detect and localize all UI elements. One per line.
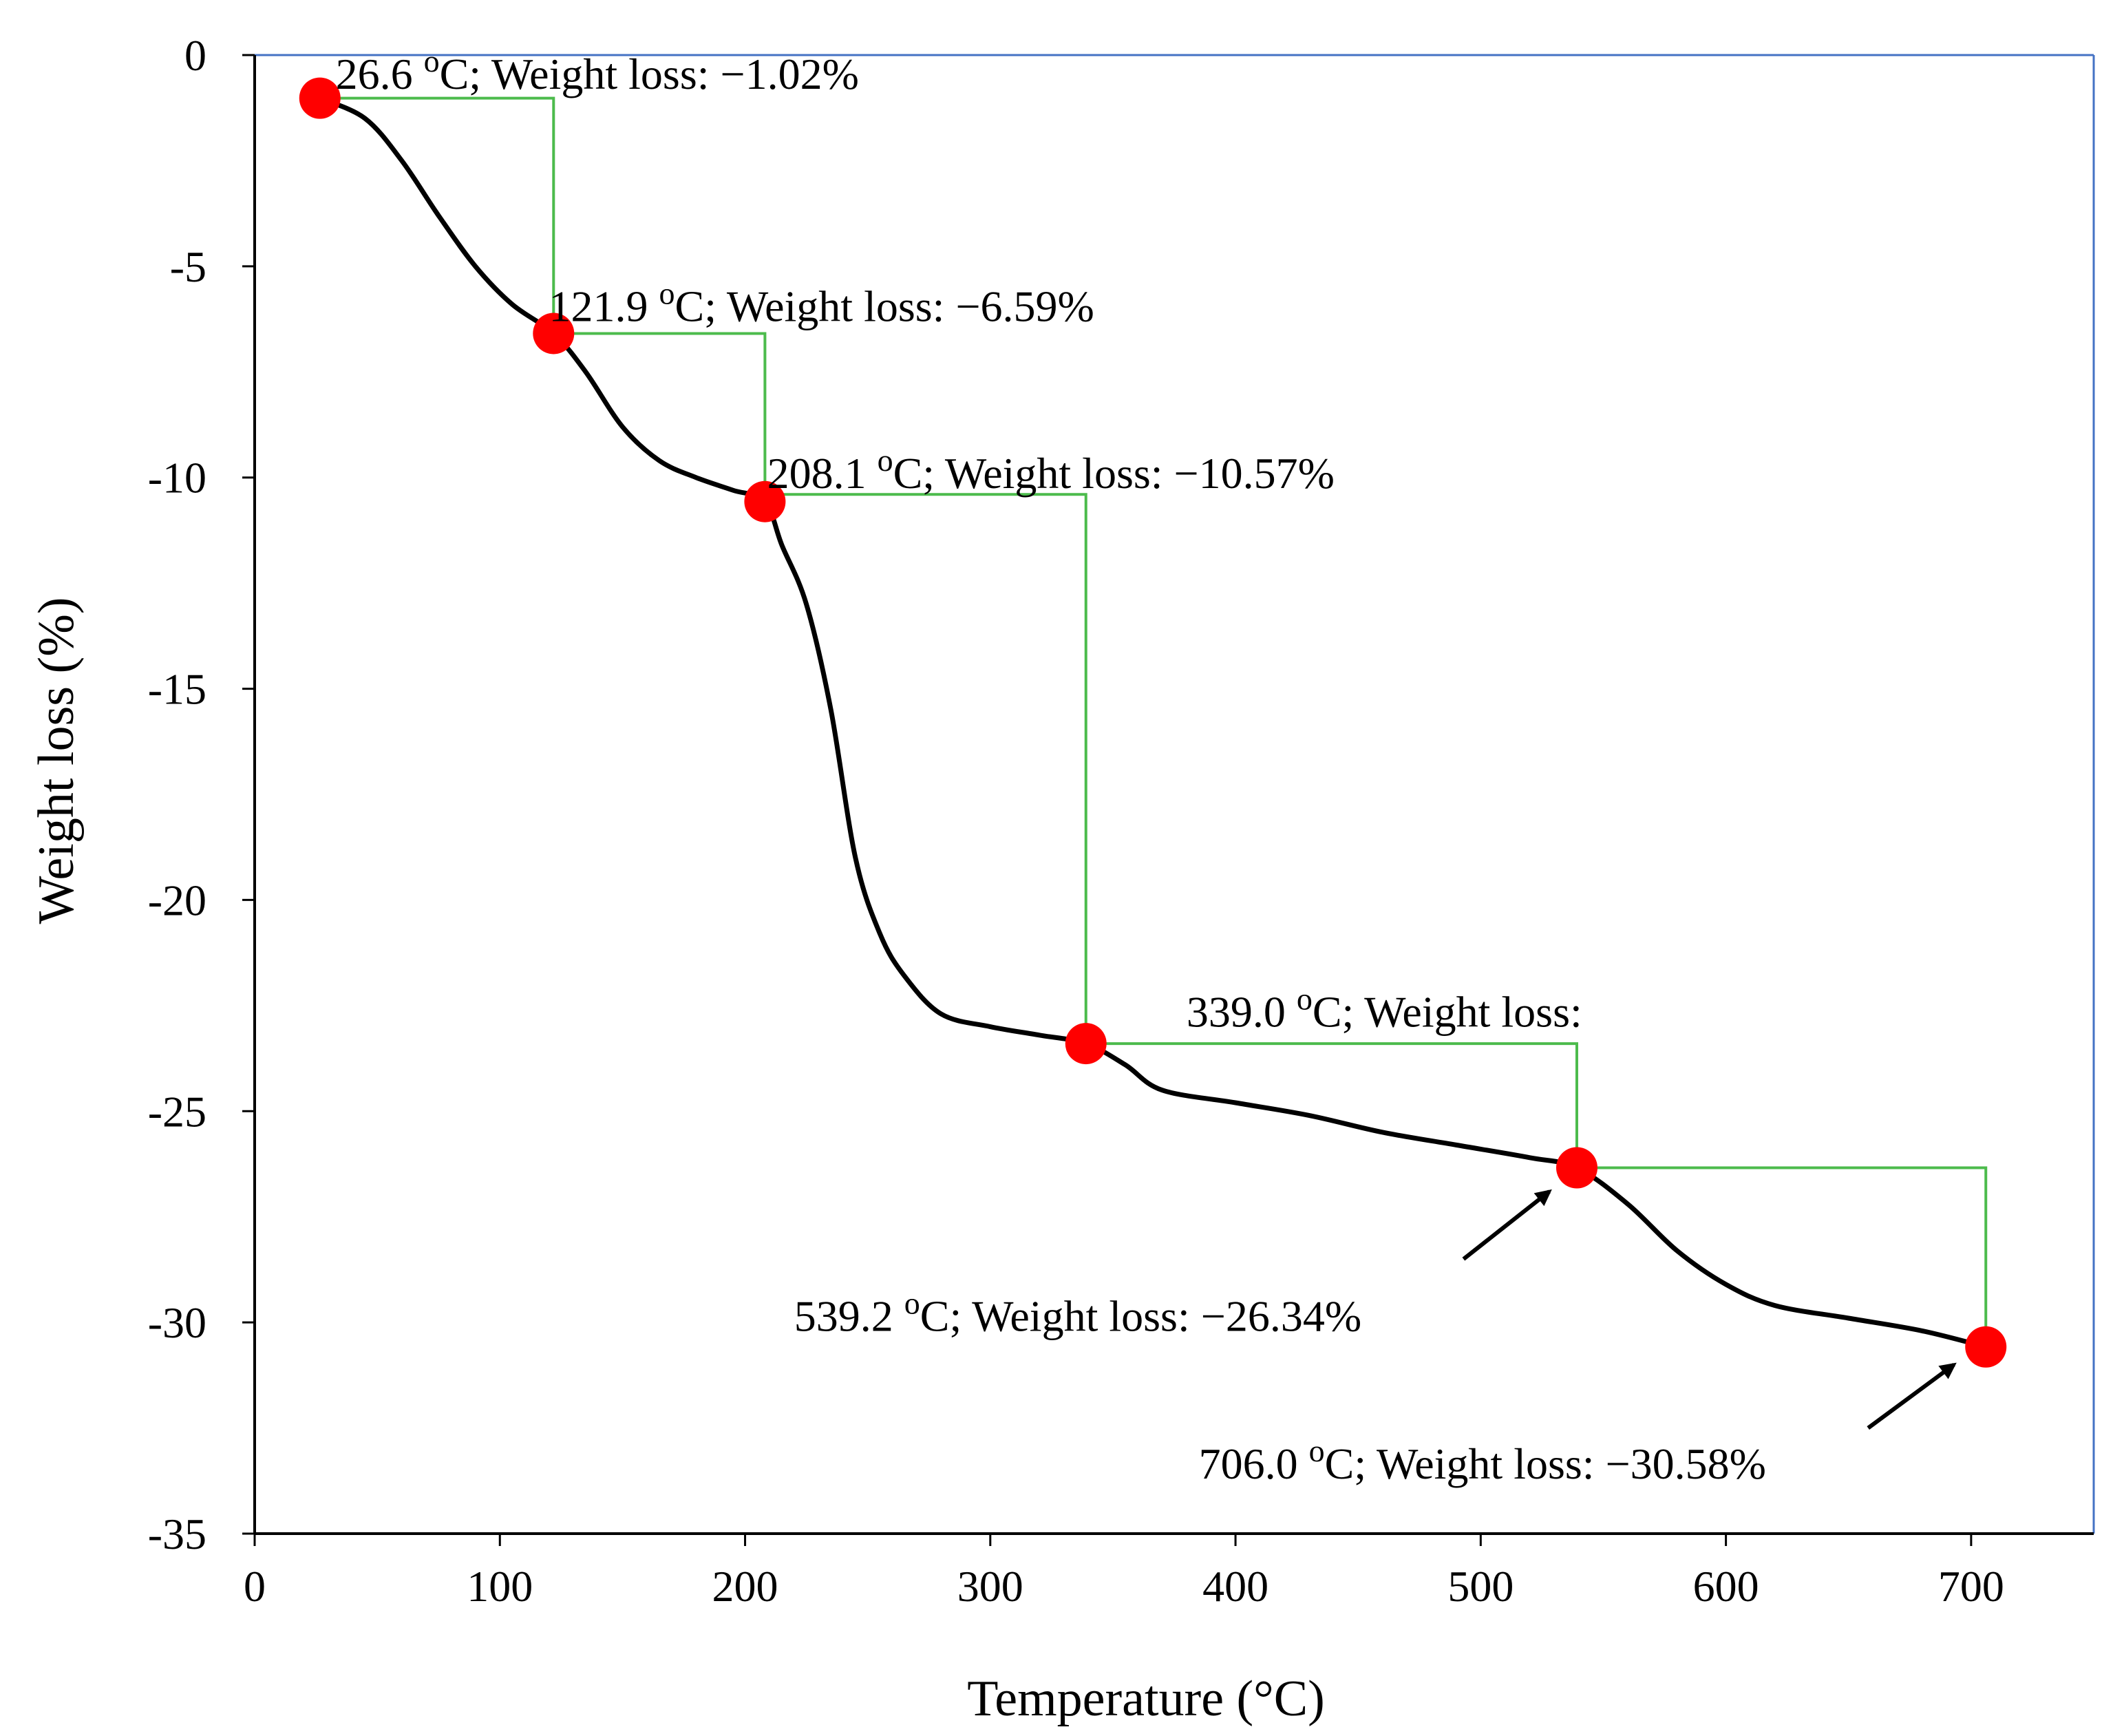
x-tick-label: 200 — [712, 1562, 778, 1611]
y-tick-label: -15 — [148, 665, 206, 714]
annotation-label: 339.0 oC; Weight loss: — [1187, 981, 1582, 1037]
y-tick-label: -25 — [148, 1087, 206, 1136]
step-lines — [319, 96, 1988, 1347]
annotation-arrow — [1867, 1362, 1957, 1430]
data-point-marker — [1065, 1023, 1107, 1065]
step-line — [1085, 1042, 1578, 1168]
data-point-marker — [1965, 1326, 2007, 1368]
marker-layer — [299, 77, 2007, 1368]
x-tick-label: 400 — [1202, 1562, 1268, 1611]
y-tick-label: 0 — [184, 31, 206, 80]
annotation-label: 208.1 oC; Weight loss: −10.57% — [767, 443, 1335, 498]
step-line — [1576, 1166, 1988, 1347]
y-tick-label: -35 — [148, 1510, 206, 1558]
x-tick-label: 700 — [1938, 1562, 2004, 1611]
x-tick-label: 600 — [1693, 1562, 1759, 1611]
y-axis-title: Weight loss (%) — [28, 597, 85, 924]
data-point-marker — [1555, 1147, 1597, 1189]
data-point-marker — [533, 313, 575, 354]
y-tick-label: -30 — [148, 1298, 206, 1347]
annotation-arrow — [1462, 1189, 1552, 1261]
data-point-marker — [299, 77, 341, 119]
step-line — [319, 96, 555, 334]
plot-frame — [253, 54, 2095, 1535]
tick-layer: 0 100 200 300 400 500 600 700 0 -5 -10 -15 -20 -25 -30… — [148, 31, 2004, 1611]
annotation-label: 706.0 oC; Weight loss: −30.58% — [1199, 1433, 1766, 1489]
step-line — [765, 493, 1087, 1044]
x-axis-title: Temperature (°C) — [967, 1671, 1325, 1727]
annotation-layer: 26.6 oC; Weight loss: −1.02% 121.9 oC; We… — [336, 43, 1957, 1489]
annotation-label: 121.9 oC; Weight loss: −6.59% — [549, 275, 1094, 331]
step-line — [553, 332, 767, 502]
x-tick-label: 100 — [467, 1562, 533, 1611]
x-tick-label: 0 — [244, 1562, 266, 1611]
x-tick-label: 500 — [1447, 1562, 1514, 1611]
data-point-marker — [744, 480, 786, 522]
x-tick-label: 300 — [957, 1562, 1023, 1611]
y-tick-label: -20 — [148, 876, 206, 924]
y-tick-label: -10 — [148, 454, 206, 502]
annotation-label: 539.2 oC; Weight loss: −26.34% — [794, 1285, 1361, 1341]
annotation-label: 26.6 oC; Weight loss: −1.02% — [336, 43, 859, 99]
y-tick-label: -5 — [170, 242, 206, 291]
